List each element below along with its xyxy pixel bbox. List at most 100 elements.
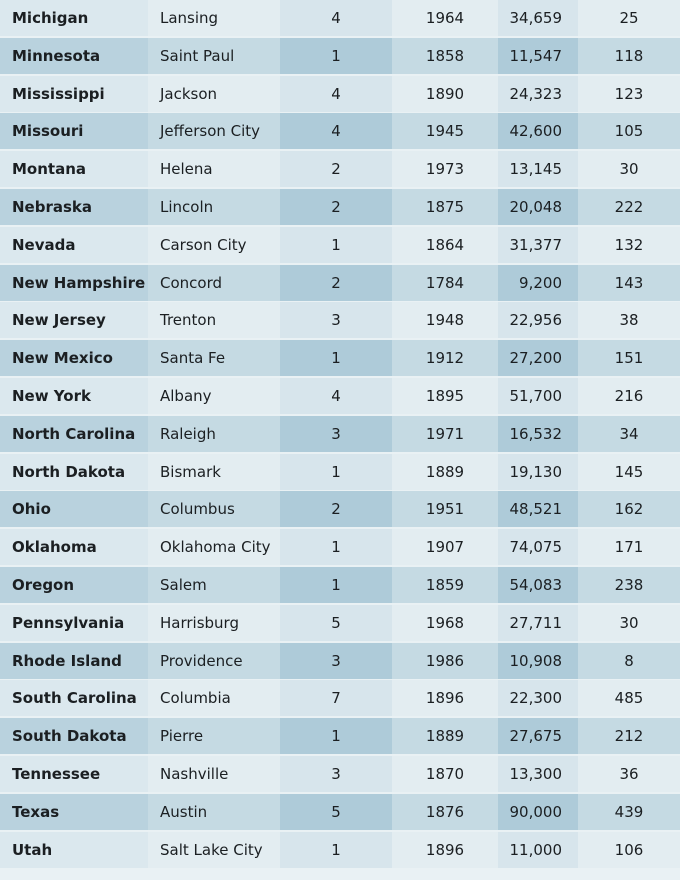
capital-cell: Santa Fe	[148, 340, 280, 377]
col3-cell: 2	[280, 491, 392, 528]
col3-cell: 5	[280, 793, 392, 830]
state-cell: Rhode Island	[0, 642, 148, 679]
year-cell: 1890	[392, 75, 498, 112]
state-cell: Texas	[0, 793, 148, 830]
table-row: Texas Austin 5 1876 90,000 439	[0, 793, 680, 830]
number-cell: 22,956	[498, 302, 578, 339]
capital-cell: Lincoln	[148, 188, 280, 225]
col3-cell: 3	[280, 755, 392, 792]
state-cell: Mississippi	[0, 75, 148, 112]
number-cell: 90,000	[498, 793, 578, 830]
table-row: New York Albany 4 1895 51,700 216	[0, 377, 680, 414]
year-cell: 1907	[392, 529, 498, 566]
state-cell: New Mexico	[0, 340, 148, 377]
table-row: New Hampshire Concord 2 1784 9,200 143	[0, 264, 680, 301]
year-cell: 1896	[392, 680, 498, 717]
count-cell: 238	[578, 566, 680, 603]
count-cell: 106	[578, 831, 680, 868]
state-cell: Oregon	[0, 566, 148, 603]
state-cell: North Carolina	[0, 415, 148, 452]
number-cell: 54,083	[498, 566, 578, 603]
number-cell: 20,048	[498, 188, 578, 225]
table-row: Mississippi Jackson 4 1890 24,323 123	[0, 75, 680, 112]
table-row: Ohio Columbus 2 1951 48,521 162	[0, 491, 680, 528]
col3-cell: 1	[280, 566, 392, 603]
count-cell: 485	[578, 680, 680, 717]
col3-cell: 4	[280, 113, 392, 150]
state-cell: New York	[0, 377, 148, 414]
state-cell: Missouri	[0, 113, 148, 150]
number-cell: 11,547	[498, 37, 578, 74]
table-row: North Dakota Bismark 1 1889 19,130 145	[0, 453, 680, 490]
capital-cell: Raleigh	[148, 415, 280, 452]
state-cell: Utah	[0, 831, 148, 868]
table-row: Oklahoma Oklahoma City 1 1907 74,075 171	[0, 529, 680, 566]
state-cell: North Dakota	[0, 453, 148, 490]
col3-cell: 2	[280, 188, 392, 225]
number-cell: 74,075	[498, 529, 578, 566]
col3-cell: 4	[280, 377, 392, 414]
table-row: Missouri Jefferson City 4 1945 42,600 105	[0, 113, 680, 150]
year-cell: 1971	[392, 415, 498, 452]
count-cell: 439	[578, 793, 680, 830]
col3-cell: 5	[280, 604, 392, 641]
number-cell: 24,323	[498, 75, 578, 112]
count-cell: 222	[578, 188, 680, 225]
number-cell: 48,521	[498, 491, 578, 528]
capital-cell: Columbus	[148, 491, 280, 528]
year-cell: 1964	[392, 0, 498, 36]
capital-cell: Concord	[148, 264, 280, 301]
number-cell: 27,711	[498, 604, 578, 641]
capital-cell: Bismark	[148, 453, 280, 490]
table-row: Utah Salt Lake City 1 1896 11,000 106	[0, 831, 680, 868]
count-cell: 8	[578, 642, 680, 679]
state-cell: Ohio	[0, 491, 148, 528]
capital-cell: Lansing	[148, 0, 280, 36]
capital-cell: Helena	[148, 151, 280, 188]
state-cell: Oklahoma	[0, 529, 148, 566]
capital-cell: Nashville	[148, 755, 280, 792]
capital-cell: Jackson	[148, 75, 280, 112]
col3-cell: 3	[280, 302, 392, 339]
count-cell: 212	[578, 718, 680, 755]
year-cell: 1912	[392, 340, 498, 377]
year-cell: 1895	[392, 377, 498, 414]
state-cell: South Dakota	[0, 718, 148, 755]
count-cell: 30	[578, 604, 680, 641]
col3-cell: 4	[280, 75, 392, 112]
capital-cell: Harrisburg	[148, 604, 280, 641]
capital-cell: Providence	[148, 642, 280, 679]
year-cell: 1951	[392, 491, 498, 528]
col3-cell: 1	[280, 340, 392, 377]
table-row: Pennsylvania Harrisburg 5 1968 27,711 30	[0, 604, 680, 641]
year-cell: 1968	[392, 604, 498, 641]
col3-cell: 7	[280, 680, 392, 717]
count-cell: 162	[578, 491, 680, 528]
count-cell: 145	[578, 453, 680, 490]
count-cell: 34	[578, 415, 680, 452]
col3-cell: 1	[280, 831, 392, 868]
year-cell: 1875	[392, 188, 498, 225]
capital-cell: Austin	[148, 793, 280, 830]
year-cell: 1784	[392, 264, 498, 301]
year-cell: 1973	[392, 151, 498, 188]
table-row: Tennessee Nashville 3 1870 13,300 36	[0, 755, 680, 792]
year-cell: 1945	[392, 113, 498, 150]
col3-cell: 1	[280, 453, 392, 490]
table-row: Michigan Lansing 4 1964 34,659 25	[0, 0, 680, 36]
number-cell: 22,300	[498, 680, 578, 717]
number-cell: 34,659	[498, 0, 578, 36]
count-cell: 132	[578, 226, 680, 263]
table-row: Nevada Carson City 1 1864 31,377 132	[0, 226, 680, 263]
count-cell: 38	[578, 302, 680, 339]
count-cell: 143	[578, 264, 680, 301]
number-cell: 13,300	[498, 755, 578, 792]
state-cell: South Carolina	[0, 680, 148, 717]
state-cell: Pennsylvania	[0, 604, 148, 641]
table-row: South Dakota Pierre 1 1889 27,675 212	[0, 718, 680, 755]
year-cell: 1986	[392, 642, 498, 679]
col3-cell: 2	[280, 264, 392, 301]
table-row: South Carolina Columbia 7 1896 22,300 485	[0, 680, 680, 717]
year-cell: 1864	[392, 226, 498, 263]
